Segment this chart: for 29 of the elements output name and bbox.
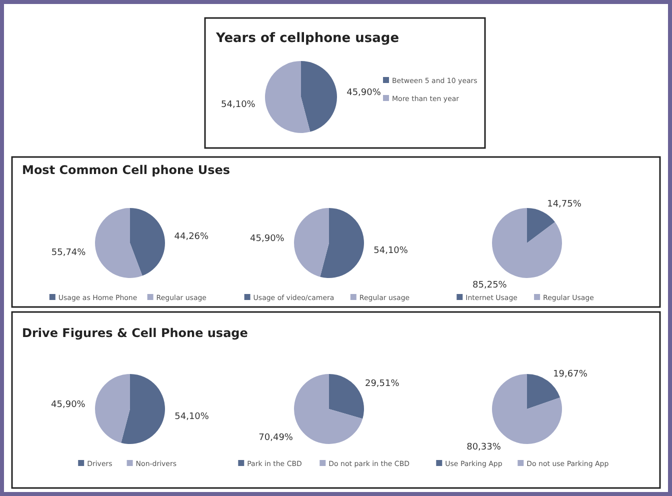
pie-slice xyxy=(130,208,165,276)
data-label: 29,51% xyxy=(364,378,400,389)
data-label: 85,25% xyxy=(472,280,508,290)
pie-slice xyxy=(301,61,337,132)
data-label: 19,67% xyxy=(553,369,588,380)
pie-slice xyxy=(95,208,142,278)
data-label: 54,10% xyxy=(374,246,408,256)
pie-slice xyxy=(294,208,329,277)
data-label: 44,26% xyxy=(174,232,210,242)
data-label: 14,75% xyxy=(547,200,582,210)
pie-slice xyxy=(121,374,165,444)
pie-slice xyxy=(329,374,364,419)
pie-slice xyxy=(492,208,562,278)
data-label: 55,74% xyxy=(51,248,86,258)
pie-slice xyxy=(265,61,310,133)
chart-title: Years of cellphone usage xyxy=(215,31,400,46)
data-label: 45,90% xyxy=(51,400,86,410)
data-label: 45,90% xyxy=(346,88,382,98)
data-label: 70,49% xyxy=(258,433,294,444)
pie-slice xyxy=(527,208,555,243)
data-label: 80,33% xyxy=(466,442,502,453)
chart-title: Drive Figures & Cell Phone usage xyxy=(22,326,248,340)
chart-title: Most Common Cell phone Uses xyxy=(22,163,230,177)
pie-slice xyxy=(294,374,363,444)
data-label: 45,90% xyxy=(250,234,285,244)
data-label: 54,10% xyxy=(174,412,210,422)
pie-slice xyxy=(95,374,130,443)
pie-slice xyxy=(320,208,364,278)
data-label: 54,10% xyxy=(221,100,256,110)
